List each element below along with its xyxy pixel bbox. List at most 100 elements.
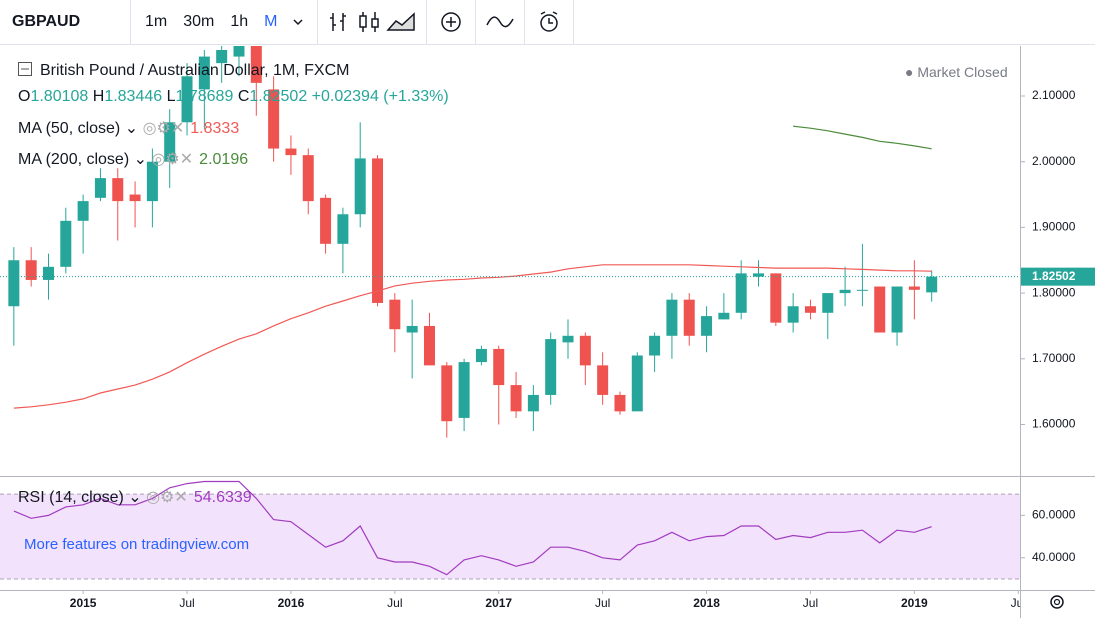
low-value: 1.78689 xyxy=(175,88,234,105)
indicators-icon[interactable] xyxy=(433,10,469,34)
ohlc-prefix: H xyxy=(92,88,105,105)
candles-icon[interactable] xyxy=(354,10,384,34)
candle-body xyxy=(666,299,678,336)
candle-body xyxy=(770,273,782,323)
separator xyxy=(317,0,319,45)
candle-body xyxy=(908,286,920,290)
candle-body xyxy=(354,158,366,215)
candle-body xyxy=(787,306,799,323)
compare-icon[interactable] xyxy=(482,10,518,34)
legend-value: 1.8333 xyxy=(190,120,240,137)
candle-body xyxy=(735,273,747,313)
candle-body xyxy=(423,325,435,366)
dropdown-icon[interactable] xyxy=(285,15,311,29)
ohlc-legend: O1.80108 H1.83446 L1.78689 C1.82502 +0.0… xyxy=(18,88,449,106)
separator xyxy=(524,0,526,45)
candle-body xyxy=(320,197,332,244)
candle-body xyxy=(94,178,106,198)
x-tick-label: Jul xyxy=(595,596,610,610)
title-legend: British Pound / Australian Dollar, 1M, F… xyxy=(18,62,349,80)
candle-body xyxy=(42,266,54,280)
y-tick-label: 1.90000 xyxy=(1032,220,1076,234)
legend-value: 2.0196 xyxy=(199,151,249,168)
y-tick-label: 1.80000 xyxy=(1032,285,1076,299)
candle-body xyxy=(372,158,384,303)
candle-body xyxy=(112,178,124,202)
separator xyxy=(130,0,131,45)
legend-name: RSI (14, close) xyxy=(18,489,124,506)
x-tick-label: Jul xyxy=(179,596,194,610)
interval[interactable]: 1m xyxy=(145,13,168,30)
ma-line xyxy=(13,264,932,409)
last-price-label: 1.82502 xyxy=(1032,269,1076,283)
candle-body xyxy=(164,122,176,162)
candle-body xyxy=(510,385,522,412)
bars-icon[interactable] xyxy=(324,10,354,34)
candle-body xyxy=(856,289,868,291)
change: +0.02394 (+1.33%) xyxy=(311,88,449,105)
toolbar: GBPAUD 1m 30m 1h M xyxy=(0,0,1095,45)
x-tick-label: Jul xyxy=(1011,596,1026,610)
x-tick-label: 2017 xyxy=(485,596,512,610)
rsi-line xyxy=(13,480,932,576)
promo-link[interactable]: More features on tradingview.com xyxy=(24,536,250,553)
candle-body xyxy=(302,155,314,202)
time-axis: 2015 Jul 2016 Jul 2017 Jul 2018 Jul 2019 Jul xyxy=(70,590,1026,610)
last-price-box xyxy=(1021,267,1095,286)
candle-body xyxy=(268,89,280,149)
ma200-legend: MA (200, close) ⌄ ◎⚙✕ 2.0196 xyxy=(18,151,249,168)
alert-icon[interactable] xyxy=(531,9,567,35)
ma50-legend: MA (50, close) ⌄ ◎⚙✕ 1.8333 xyxy=(18,120,240,137)
area-icon[interactable] xyxy=(384,10,420,34)
ohlc-prefix: L xyxy=(166,88,176,105)
legend-name: MA (200, close) xyxy=(18,151,130,168)
y-tick-label: 2.00000 xyxy=(1032,154,1076,168)
interval-active[interactable]: M xyxy=(264,13,278,30)
symbol[interactable]: GBPAUD xyxy=(12,13,81,30)
candle-body xyxy=(683,299,695,336)
chart-title: British Pound / Australian Dollar, 1M, F… xyxy=(40,62,350,79)
candle-body xyxy=(493,348,505,386)
separator xyxy=(573,0,575,45)
ma-line xyxy=(793,125,932,150)
x-tick-label: 2018 xyxy=(693,596,720,610)
legend-value: 54.6339 xyxy=(193,489,252,506)
settings-icon[interactable] xyxy=(1050,595,1064,609)
interval[interactable]: 30m xyxy=(183,13,215,30)
candle-body xyxy=(129,194,141,202)
candle-body xyxy=(649,335,661,356)
high-value: 1.83446 xyxy=(104,88,163,105)
candle-body xyxy=(216,50,228,64)
candle-body xyxy=(804,306,816,313)
candle-body xyxy=(545,339,557,395)
candle-body xyxy=(8,260,20,307)
candle-body xyxy=(198,56,210,90)
candle-body xyxy=(25,260,37,280)
rsi-legend: RSI (14, close) ⌄ ◎⚙✕ 54.6339 xyxy=(18,489,252,506)
candle-body xyxy=(562,335,574,343)
x-tick-label: 2015 xyxy=(70,596,97,610)
collapse-icon[interactable] xyxy=(18,62,32,76)
status: Market Closed xyxy=(917,64,1008,80)
candle-body xyxy=(285,148,297,156)
candle-body xyxy=(614,394,626,412)
candle-body xyxy=(839,289,851,294)
rsi-pane xyxy=(0,480,1020,580)
candle-body xyxy=(77,201,89,221)
y-tick-label: 2.10000 xyxy=(1032,88,1076,102)
candle-body xyxy=(181,76,193,123)
candle-body xyxy=(146,161,158,202)
x-tick-label: 2019 xyxy=(901,596,928,610)
market-status: ● Market Closed xyxy=(905,64,1008,80)
y-tick-label: 60.0000 xyxy=(1032,508,1076,522)
separator xyxy=(475,0,477,45)
y-tick-label: 40.0000 xyxy=(1032,550,1076,564)
ohlc-prefix: O xyxy=(18,88,31,105)
candle-body xyxy=(458,362,470,418)
ohlc-prefix: C xyxy=(237,88,250,105)
legend-name: MA (50, close) xyxy=(18,120,121,137)
candle-body xyxy=(822,293,834,313)
x-tick-label: Jul xyxy=(803,596,818,610)
interval[interactable]: 1h xyxy=(230,13,249,30)
